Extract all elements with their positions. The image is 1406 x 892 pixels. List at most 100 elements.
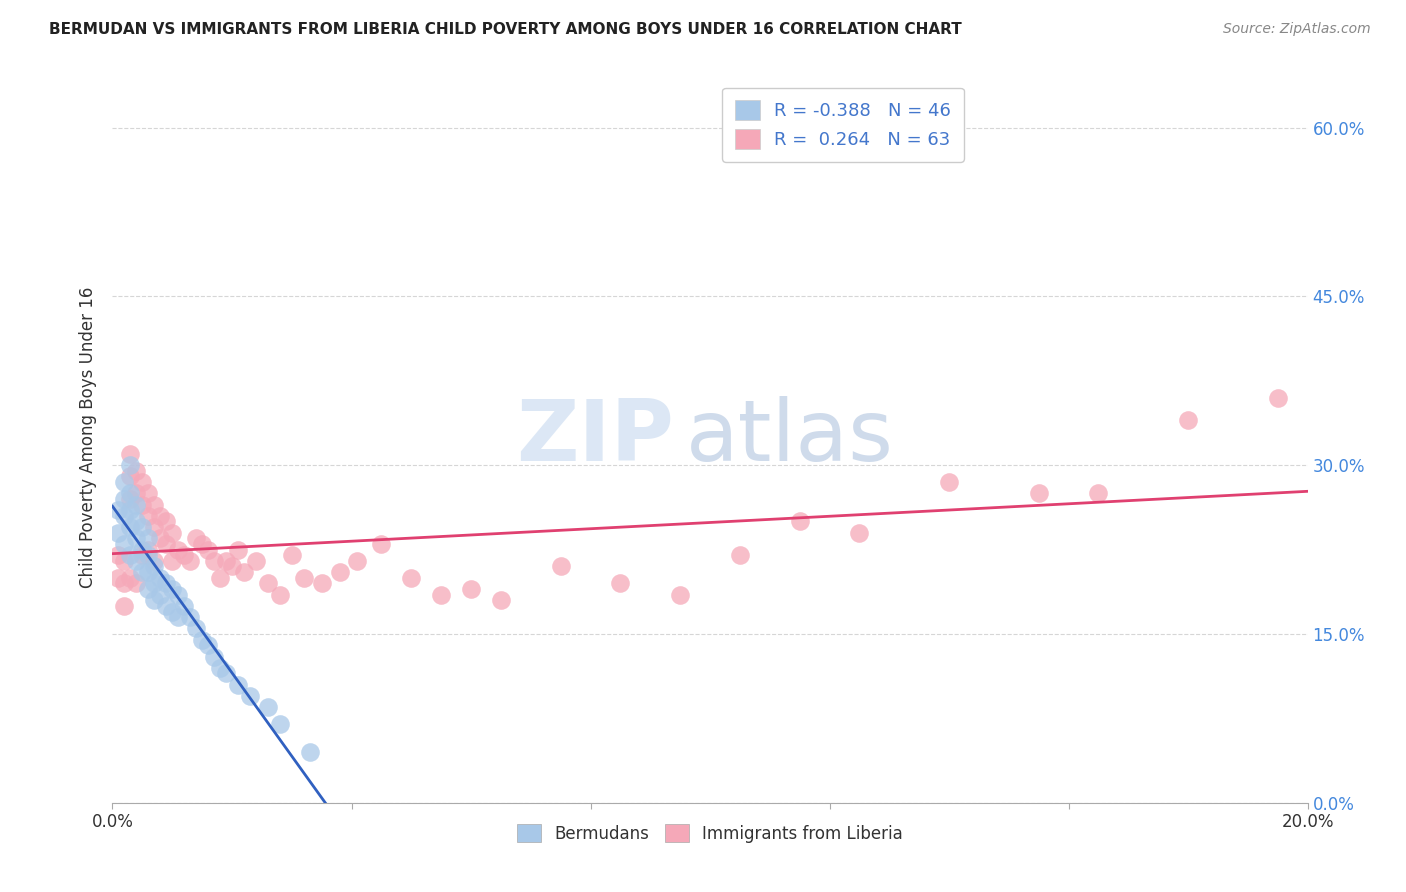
Point — [245, 554, 267, 568]
Point — [120, 486, 142, 500]
Point — [155, 537, 177, 551]
Point — [215, 666, 238, 681]
Point — [131, 548, 153, 562]
Point — [162, 582, 183, 596]
Text: Source: ZipAtlas.com: Source: ZipAtlas.com — [1223, 22, 1371, 37]
Point — [215, 554, 238, 568]
Point — [125, 576, 148, 591]
Point — [789, 515, 811, 529]
Point — [131, 498, 153, 512]
Point — [1177, 413, 1199, 427]
Point — [257, 576, 280, 591]
Point — [149, 508, 172, 523]
Point — [120, 548, 142, 562]
Point — [155, 599, 177, 613]
Point — [114, 537, 135, 551]
Point — [281, 548, 304, 562]
Point — [120, 447, 142, 461]
Point — [202, 649, 225, 664]
Point — [938, 475, 960, 489]
Point — [107, 548, 129, 562]
Point — [114, 554, 135, 568]
Point — [197, 638, 219, 652]
Point — [162, 554, 183, 568]
Point — [162, 605, 183, 619]
Legend: Bermudans, Immigrants from Liberia: Bermudans, Immigrants from Liberia — [510, 817, 910, 849]
Point — [114, 491, 135, 506]
Point — [167, 588, 190, 602]
Point — [125, 464, 148, 478]
Point — [292, 571, 315, 585]
Point — [1267, 391, 1289, 405]
Point — [167, 610, 190, 624]
Point — [107, 525, 129, 540]
Point — [120, 458, 142, 473]
Point — [155, 576, 177, 591]
Point — [125, 554, 148, 568]
Point — [298, 745, 321, 759]
Point — [550, 559, 572, 574]
Point — [107, 571, 129, 585]
Point — [138, 542, 160, 557]
Point — [269, 717, 291, 731]
Point — [125, 532, 148, 546]
Point — [346, 554, 368, 568]
Point — [143, 498, 166, 512]
Point — [125, 515, 148, 529]
Point — [138, 532, 160, 546]
Point — [149, 532, 172, 546]
Point — [138, 565, 160, 579]
Point — [114, 508, 135, 523]
Point — [167, 542, 190, 557]
Point — [114, 475, 135, 489]
Point — [460, 582, 482, 596]
Point — [221, 559, 243, 574]
Text: atlas: atlas — [686, 395, 894, 479]
Text: BERMUDAN VS IMMIGRANTS FROM LIBERIA CHILD POVERTY AMONG BOYS UNDER 16 CORRELATIO: BERMUDAN VS IMMIGRANTS FROM LIBERIA CHIL… — [49, 22, 962, 37]
Point — [114, 599, 135, 613]
Point — [257, 700, 280, 714]
Point — [209, 571, 232, 585]
Point — [149, 588, 172, 602]
Point — [179, 554, 201, 568]
Point — [149, 571, 172, 585]
Point — [191, 632, 214, 647]
Point — [120, 503, 142, 517]
Point — [138, 486, 160, 500]
Point — [173, 548, 195, 562]
Point — [239, 689, 262, 703]
Point — [143, 520, 166, 534]
Point — [131, 520, 153, 534]
Point — [848, 525, 870, 540]
Point — [269, 588, 291, 602]
Point — [609, 576, 631, 591]
Point — [329, 565, 352, 579]
Point — [209, 661, 232, 675]
Point — [125, 486, 148, 500]
Point — [226, 678, 249, 692]
Point — [138, 548, 160, 562]
Point — [143, 559, 166, 574]
Point — [191, 537, 214, 551]
Point — [489, 593, 512, 607]
Point — [728, 548, 751, 562]
Point — [120, 571, 142, 585]
Point — [197, 542, 219, 557]
Point — [202, 554, 225, 568]
Text: ZIP: ZIP — [516, 395, 675, 479]
Point — [370, 537, 392, 551]
Point — [401, 571, 423, 585]
Point — [143, 554, 166, 568]
Point — [233, 565, 256, 579]
Point — [120, 469, 142, 483]
Y-axis label: Child Poverty Among Boys Under 16: Child Poverty Among Boys Under 16 — [79, 286, 97, 588]
Point — [173, 599, 195, 613]
Point — [143, 576, 166, 591]
Point — [669, 588, 692, 602]
Point — [186, 532, 208, 546]
Point — [120, 491, 142, 506]
Point — [430, 588, 453, 602]
Point — [131, 542, 153, 557]
Point — [120, 520, 142, 534]
Point — [114, 576, 135, 591]
